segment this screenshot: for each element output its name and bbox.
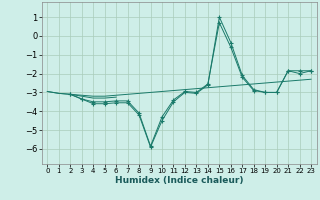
X-axis label: Humidex (Indice chaleur): Humidex (Indice chaleur) [115,176,244,185]
